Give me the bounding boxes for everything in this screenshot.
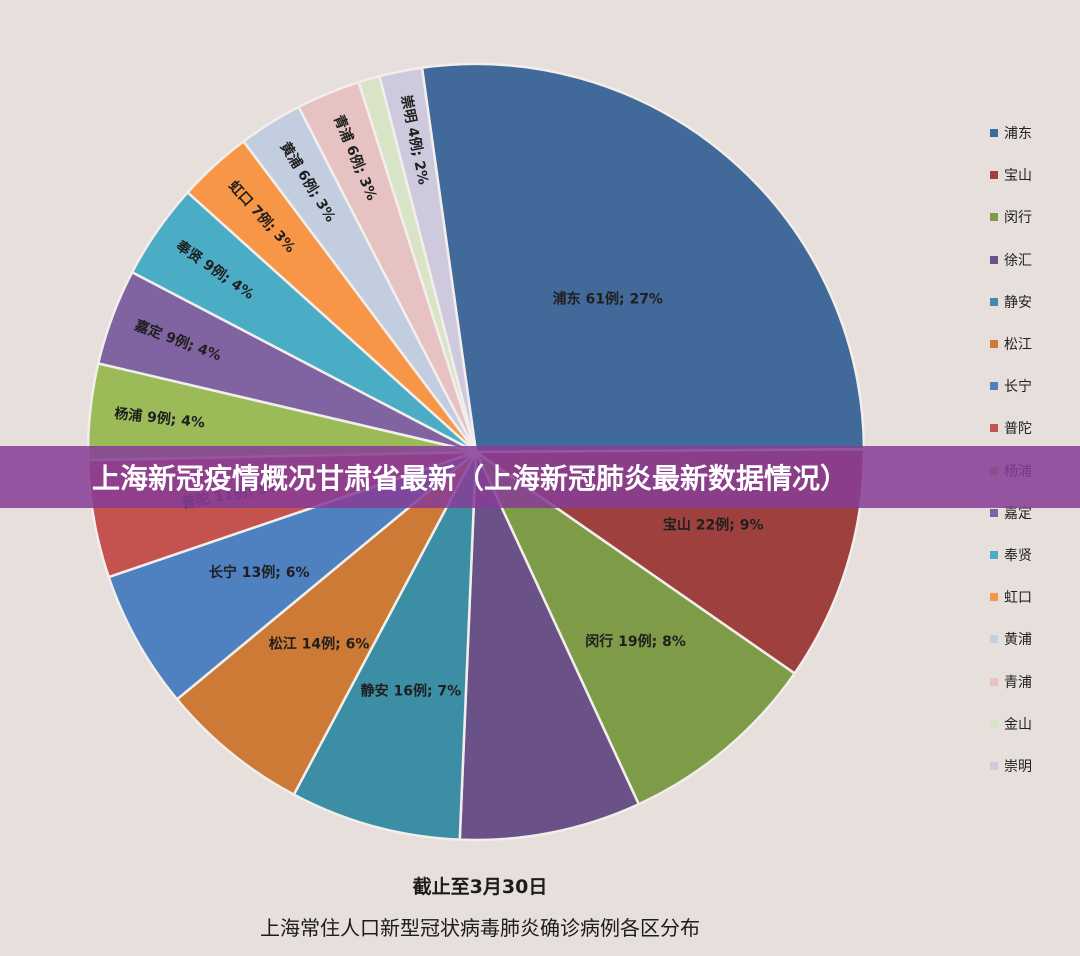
slice-label-长宁: 长宁 13例; 6%	[209, 564, 310, 581]
legend-item-青浦: 青浦	[990, 660, 1032, 702]
chart-title-caption: 上海常住人口新型冠状病毒肺炎确诊病例各区分布	[260, 916, 700, 940]
pie-slice-闵行	[472, 448, 797, 806]
legend-label: 奉贤	[1004, 547, 1032, 564]
legend-item-金山: 金山	[990, 703, 1032, 745]
legend-label: 长宁	[1004, 379, 1032, 396]
pie-slice-松江	[175, 451, 478, 797]
legend-swatch	[990, 719, 998, 728]
pie-slice-静安	[292, 451, 478, 841]
legend-swatch	[990, 593, 998, 602]
legend-label: 宝山	[1004, 168, 1032, 185]
legend-swatch	[990, 129, 998, 138]
pie-slice-浦东	[420, 62, 866, 454]
legend-label: 虹口	[1004, 590, 1032, 607]
legend-item-宝山: 宝山	[990, 154, 1032, 196]
slice-label-闵行: 闵行 19例; 8%	[585, 633, 686, 650]
legend-label: 闵行	[1004, 210, 1032, 227]
legend-label: 徐汇	[1004, 252, 1032, 269]
legend-swatch	[990, 382, 998, 391]
pie-slice-长宁	[107, 450, 477, 702]
legend-swatch	[990, 635, 998, 644]
legend-label: 崇明	[1004, 758, 1032, 775]
legend-label: 黄浦	[1004, 632, 1032, 649]
chart-date-caption: 截止至3月30日	[412, 876, 548, 898]
legend-label: 普陀	[1004, 421, 1032, 438]
legend-item-崇明: 崇明	[990, 745, 1032, 787]
slice-label-浦东: 浦东 61例; 27%	[553, 290, 663, 307]
legend-item-虹口: 虹口	[990, 576, 1032, 618]
legend-item-长宁: 长宁	[990, 365, 1032, 407]
legend-swatch	[990, 340, 998, 349]
slice-label-静安: 静安 16例; 7%	[361, 683, 462, 700]
legend-swatch	[990, 297, 998, 306]
legend-swatch	[990, 761, 998, 770]
slice-label-松江: 松江 14例; 6%	[269, 635, 370, 652]
legend-label: 嘉定	[1004, 505, 1032, 522]
legend-swatch	[990, 424, 998, 433]
legend-swatch	[990, 171, 998, 180]
legend-label: 青浦	[1004, 674, 1032, 691]
legend-swatch	[990, 213, 998, 222]
legend-item-松江: 松江	[990, 323, 1032, 365]
legend-swatch	[990, 508, 998, 517]
legend-label: 金山	[1004, 716, 1032, 733]
legend-item-徐汇: 徐汇	[990, 239, 1032, 281]
legend-swatch	[990, 550, 998, 559]
banner-title: 上海新冠疫情概况甘肃省最新（上海新冠肺炎最新数据情况）	[92, 462, 849, 495]
slice-label-宝山: 宝山 22例; 9%	[663, 516, 764, 533]
legend-label: 静安	[1004, 294, 1032, 311]
legend-item-闵行: 闵行	[990, 196, 1032, 238]
legend-swatch	[990, 255, 998, 264]
legend-item-黄浦: 黄浦	[990, 618, 1032, 660]
pie-slice-徐汇	[458, 451, 641, 842]
legend-item-普陀: 普陀	[990, 407, 1032, 449]
legend-label: 浦东	[1004, 126, 1032, 143]
legend-item-静安: 静安	[990, 281, 1032, 323]
pie-slice-崇明	[377, 66, 478, 453]
legend-item-奉贤: 奉贤	[990, 534, 1032, 576]
legend-item-嘉定: 嘉定	[990, 492, 1032, 534]
legend-item-浦东: 浦东	[990, 112, 1032, 154]
legend-label: 松江	[1004, 337, 1032, 354]
title-banner: 上海新冠疫情概况甘肃省最新（上海新冠肺炎最新数据情况）	[0, 446, 1080, 508]
legend-swatch	[990, 677, 998, 686]
